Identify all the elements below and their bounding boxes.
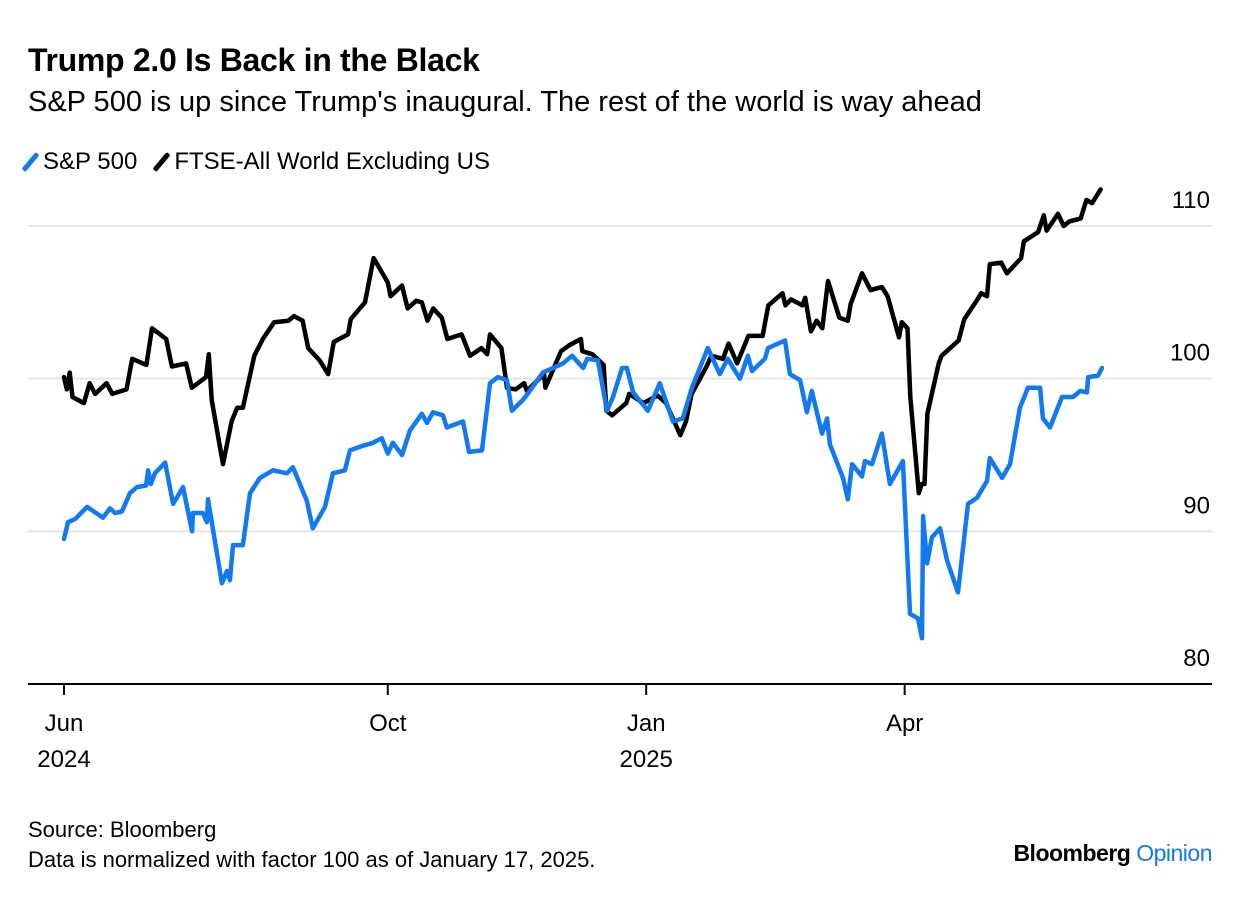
x-tick-label: Jan	[627, 710, 666, 737]
source-note: Source: Bloomberg Data is normalized wit…	[28, 815, 595, 875]
source-text: Source: Bloomberg	[28, 817, 217, 842]
x-tick-year-label: 2024	[37, 746, 90, 773]
x-tick-label: Apr	[886, 710, 923, 737]
legend-label-ftse: FTSE-All World Excluding US	[174, 148, 490, 175]
series-line-ftse-all-world-excluding-us	[61, 187, 1103, 496]
logo-accent: Opinion	[1136, 840, 1212, 866]
bloomberg-opinion-logo: Bloomberg Opinion	[1013, 840, 1212, 867]
x-tick-label: Oct	[369, 710, 407, 737]
series-line-s-p-500	[61, 338, 1105, 641]
legend-label-sp500: S&P 500	[43, 148, 138, 175]
y-tick-label: 110	[1172, 187, 1210, 214]
x-tick-label: Jun	[45, 710, 84, 737]
chart-subtitle: S&P 500 is up since Trump's inaugural. T…	[28, 86, 982, 118]
legend-item-ftse: FTSE-All World Excluding US	[152, 148, 490, 176]
chart-title: Trump 2.0 Is Back in the Black	[28, 42, 480, 78]
y-tick-label: 100	[1170, 340, 1210, 367]
legend-item-sp500: S&P 500	[21, 148, 138, 176]
y-tick-label: 80	[1183, 645, 1210, 672]
normalization-note: Data is normalized with factor 100 as of…	[28, 847, 596, 872]
logo-main: Bloomberg	[1013, 840, 1131, 866]
y-tick-label: 90	[1183, 492, 1210, 519]
x-tick-year-label: 2025	[620, 746, 673, 773]
legend: S&P 500 FTSE-All World Excluding US	[21, 148, 490, 176]
